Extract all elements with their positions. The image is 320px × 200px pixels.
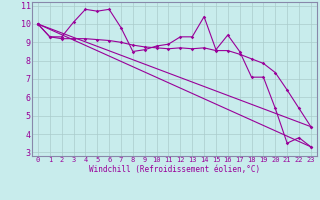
X-axis label: Windchill (Refroidissement éolien,°C): Windchill (Refroidissement éolien,°C): [89, 165, 260, 174]
